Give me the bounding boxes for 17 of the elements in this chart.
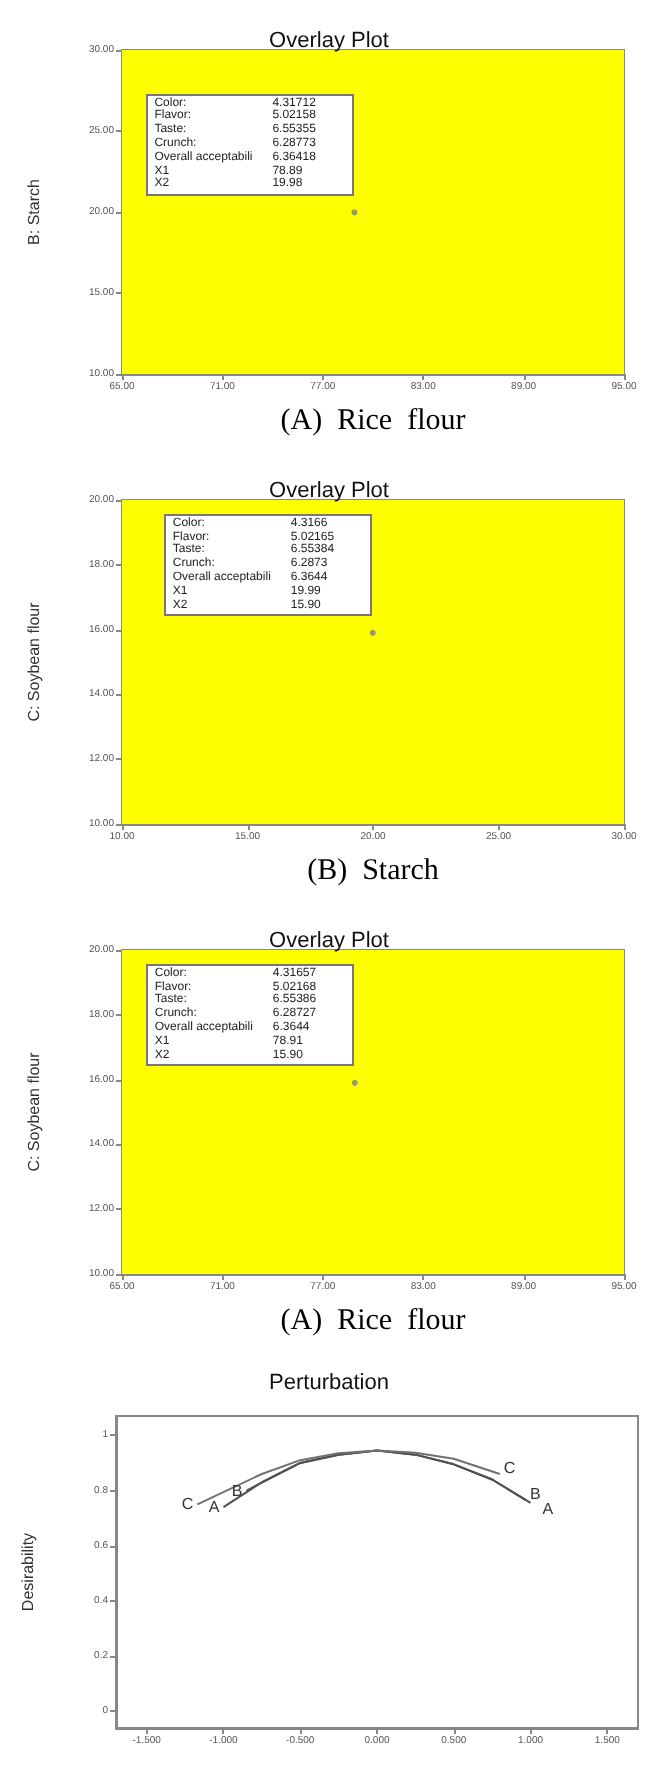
text: A (542, 1499, 554, 1518)
y-axis-title: B: Starch (25, 179, 43, 245)
y-axis-title: C: Soybean flour (25, 601, 43, 722)
x-axis-title: (B) Starch (307, 855, 440, 887)
text: C (503, 1458, 516, 1477)
x-axis-title: (A) Rice flour (280, 405, 466, 437)
chart-title: Overlay Plot (269, 29, 389, 53)
series-label: A (208, 1498, 221, 1517)
series-label: C (181, 1495, 194, 1514)
series-label: B (231, 1481, 243, 1500)
y-axis-title: C: Soybean flour (25, 1051, 43, 1172)
chart-title: Overlay Plot (269, 929, 389, 953)
chart-title: Overlay Plot (269, 479, 389, 503)
chart-title: Perturbation (269, 1371, 389, 1395)
y-axis-title: Desirability (19, 1532, 37, 1612)
x-axis-title: (A) Rice flour (280, 1305, 466, 1337)
text: B (529, 1485, 541, 1504)
